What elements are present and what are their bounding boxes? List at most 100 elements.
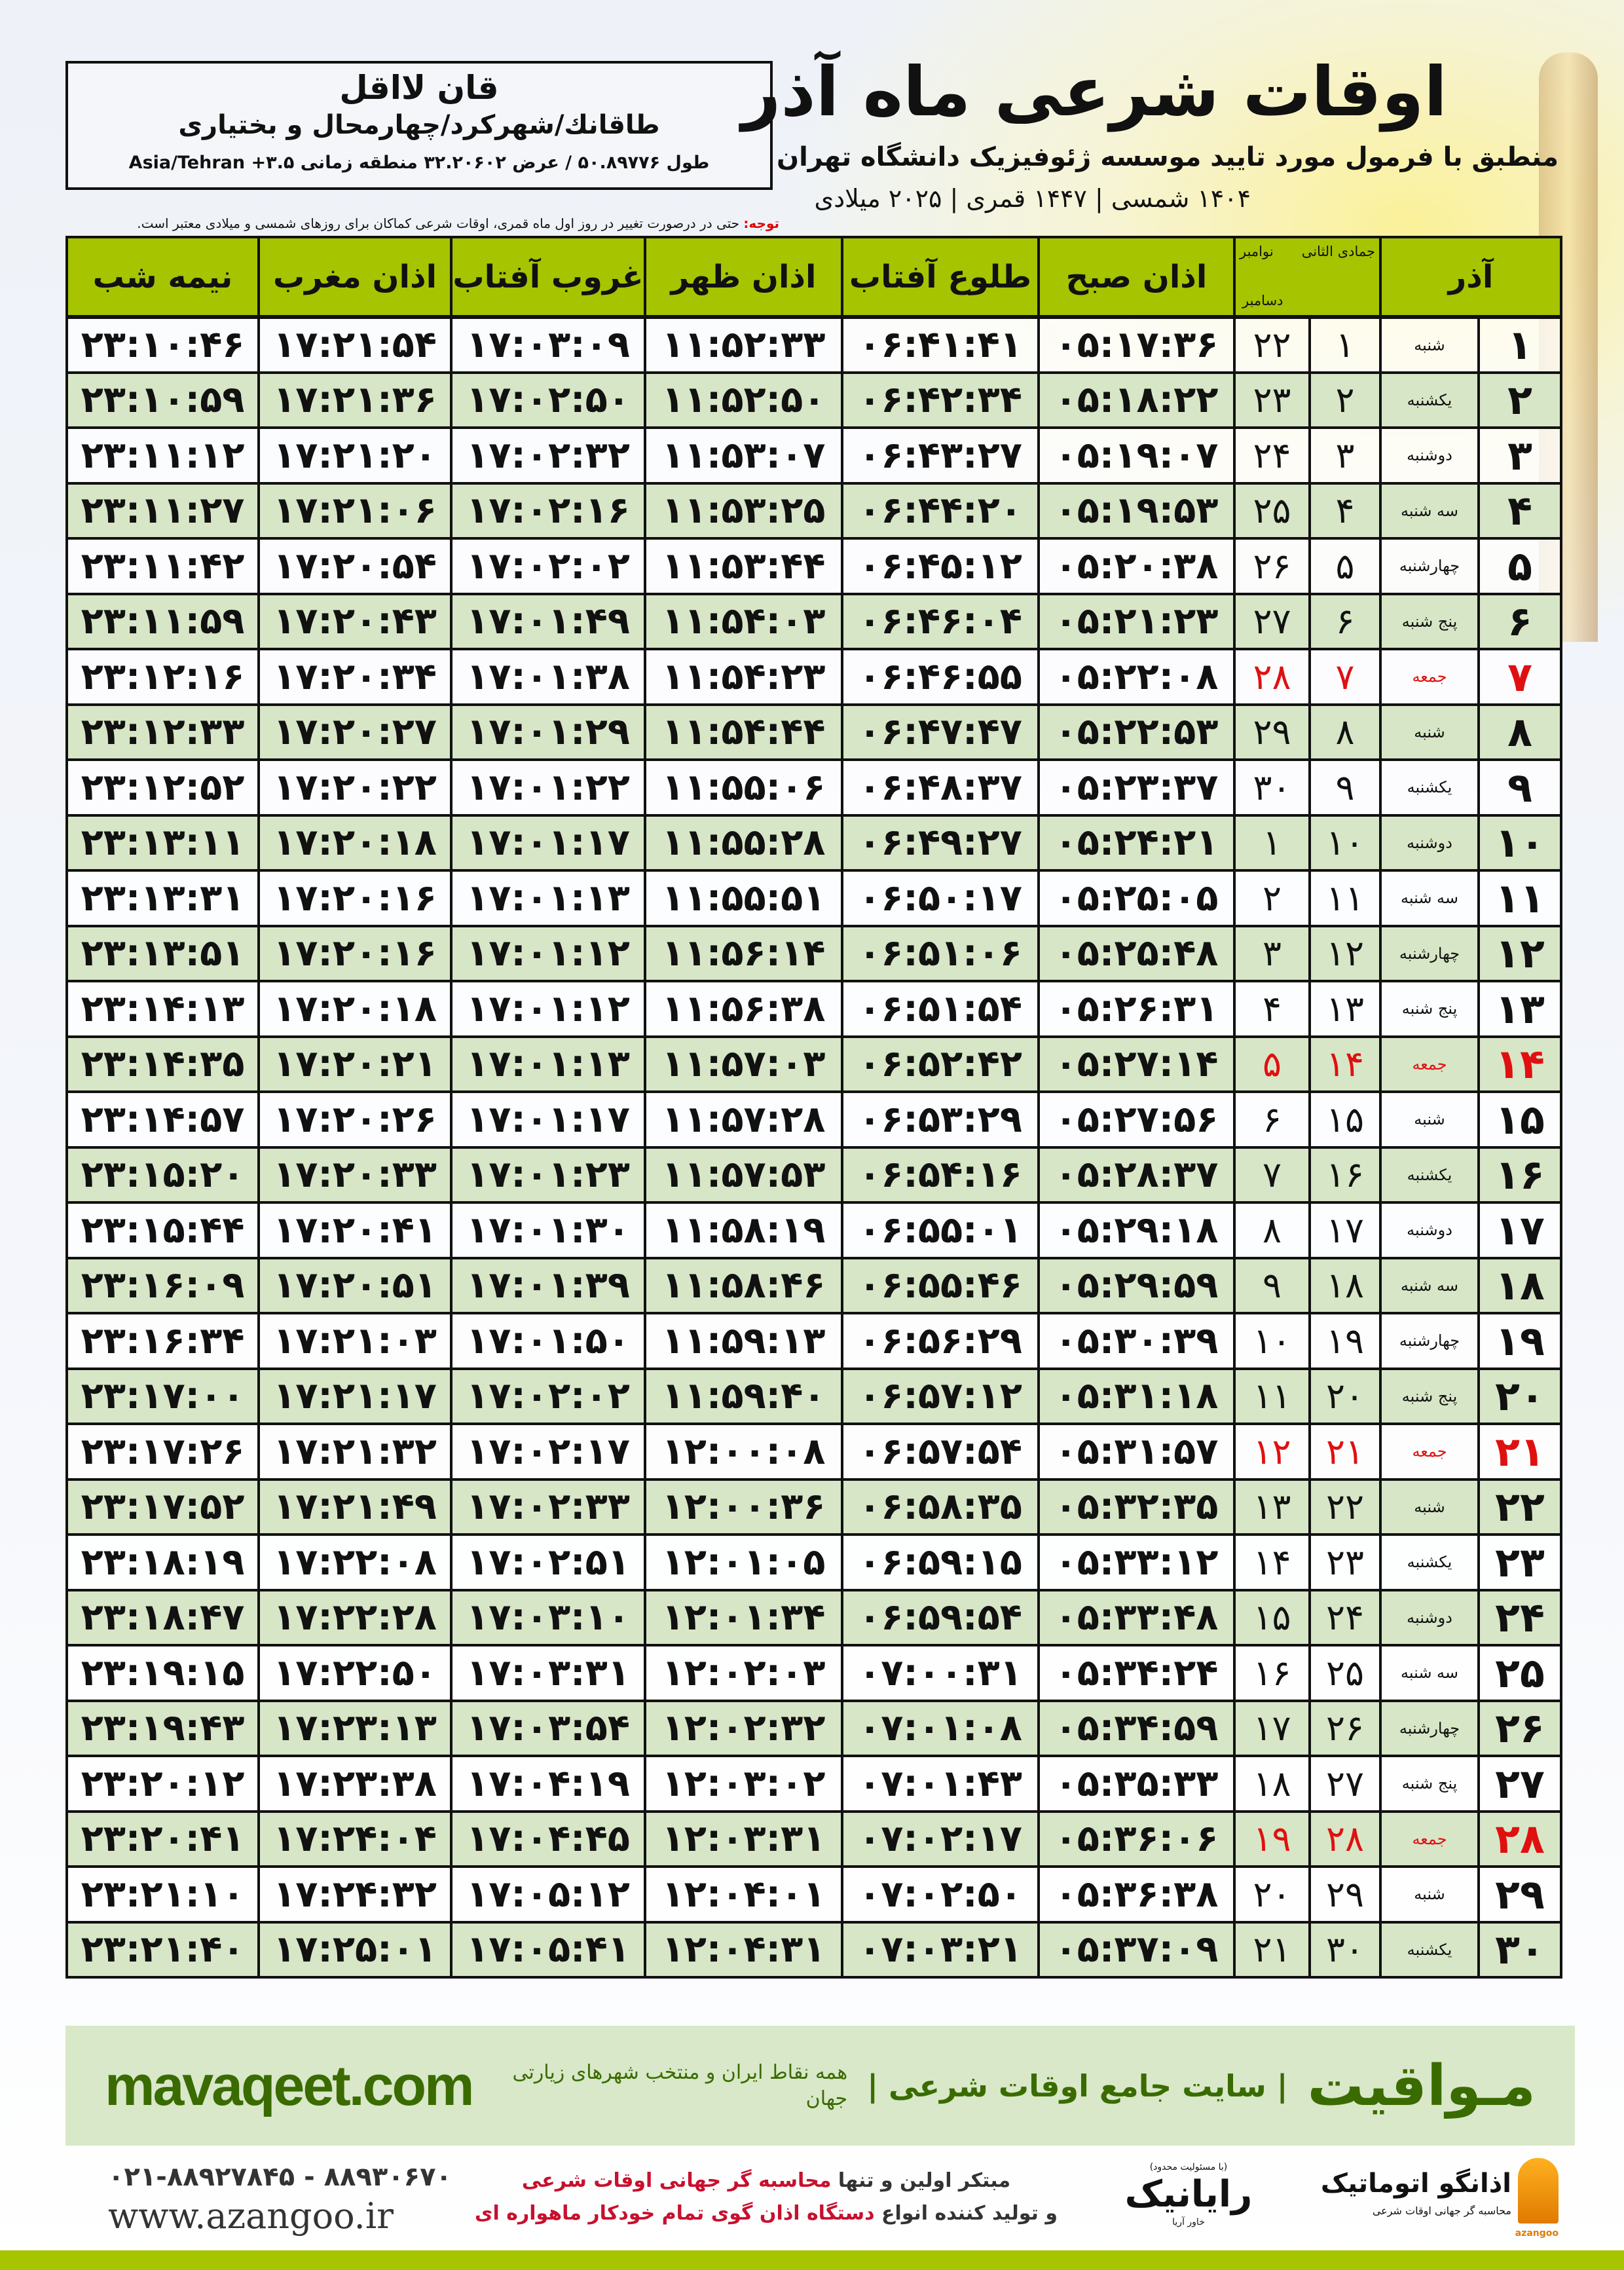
table-row: ۱۱ سه شنبه ۱۱ ۲ ۰۵:۲۵:۰۵ ۰۶:۵۰:۱۷ ۱۱:۵۵:۵۱ ۱۷:۰… xyxy=(65,869,1563,927)
page-title: اوقات شرعی ماه آذر xyxy=(741,52,1449,132)
cell-maghrib: ۱۷:۲۰:۲۷ xyxy=(257,703,452,761)
cell-day: ۶ xyxy=(1477,592,1563,650)
cell-day: ۷ xyxy=(1477,648,1563,706)
cell-day: ۲۸ xyxy=(1477,1810,1563,1868)
cell-weekday: جمعه xyxy=(1379,1810,1481,1868)
cell-maghrib: ۱۷:۲۳:۱۳ xyxy=(257,1699,452,1757)
cell-weekday: پنج شنبه xyxy=(1379,592,1481,650)
table-row: ۴ سه شنبه ۴ ۲۵ ۰۵:۱۹:۵۳ ۰۶:۴۴:۲۰ ۱۱:۵۳:۲۵ ۱۷:۰۲… xyxy=(65,481,1563,540)
cell-sunrise: ۰۶:۴۲:۳۴ xyxy=(841,371,1040,429)
cell-maghrib: ۱۷:۲۰:۵۴ xyxy=(257,537,452,595)
table-row: ۲۶ چهارشنبه ۲۶ ۱۷ ۰۵:۳۴:۵۹ ۰۷:۰۱:۰۸ ۱۲:۰۲:۳۲ ۱۷… xyxy=(65,1699,1563,1757)
cell-sunrise: ۰۷:۰۲:۵۰ xyxy=(841,1865,1040,1924)
cell-weekday: چهارشنبه xyxy=(1379,1312,1481,1370)
banner-tagline: | سایت جامع اوقات شرعی | xyxy=(867,2068,1288,2104)
table-row: ۱۳ پنج شنبه ۱۳ ۴ ۰۵:۲۶:۳۱ ۰۶:۵۱:۵۴ ۱۱:۵۶:۳۸ ۱۷:… xyxy=(65,980,1563,1038)
cell-sunset: ۱۷:۰۱:۳۸ xyxy=(450,648,646,706)
cell-sunset: ۱۷:۰۱:۱۲ xyxy=(450,980,646,1038)
cell-greg: ۱۵ xyxy=(1232,1588,1312,1647)
azangoo-website[interactable]: www.azangoo.ir xyxy=(108,2195,394,2237)
cell-midnight: ۲۳:۱۱:۲۷ xyxy=(65,481,260,540)
cell-sunrise: ۰۶:۵۹:۱۵ xyxy=(841,1533,1040,1591)
cell-weekday: شنبه xyxy=(1379,703,1481,761)
cell-maghrib: ۱۷:۲۴:۰۴ xyxy=(257,1810,452,1868)
location-path: طاقانك/شهركرد/چهارمحال و بختیاری xyxy=(178,110,660,140)
cell-dhuhr: ۱۲:۰۴:۳۱ xyxy=(644,1920,843,1979)
cell-day: ۲ xyxy=(1477,371,1563,429)
cell-weekday: دوشنبه xyxy=(1379,813,1481,872)
header-maghrib: اذان مغرب xyxy=(257,237,451,319)
table-row: ۵ چهارشنبه ۵ ۲۶ ۰۵:۲۰:۳۸ ۰۶:۴۵:۱۲ ۱۱:۵۳:۴۴ ۱۷:۰… xyxy=(65,537,1563,595)
cell-maghrib: ۱۷:۲۱:۴۹ xyxy=(257,1478,452,1536)
table-row: ۲۲ شنبه ۲۲ ۱۳ ۰۵:۳۲:۳۵ ۰۶:۵۸:۳۵ ۱۲:۰۰:۳۶ ۱۷:۰۲:… xyxy=(65,1478,1563,1536)
cell-midnight: ۲۳:۱۵:۴۴ xyxy=(65,1201,260,1259)
cell-hijri: ۹ xyxy=(1308,758,1382,817)
cell-fajr: ۰۵:۳۲:۳۵ xyxy=(1037,1478,1236,1536)
cell-sunset: ۱۷:۰۱:۲۳ xyxy=(450,1145,646,1204)
prayer-times-table: آذر جمادی الثانی نوامبر دسامبر اذان صبح ط… xyxy=(65,236,1563,1979)
cell-dhuhr: ۱۱:۵۹:۴۰ xyxy=(644,1367,843,1425)
cell-hijri: ۱۸ xyxy=(1308,1256,1382,1314)
note: توجه: حتی در درصورت تغییر در روز اول ماه… xyxy=(65,215,779,232)
cell-dhuhr: ۱۲:۰۱:۳۴ xyxy=(644,1588,843,1647)
cell-hijri: ۱۴ xyxy=(1308,1035,1382,1093)
cell-hijri: ۲۴ xyxy=(1308,1588,1382,1647)
cell-fajr: ۰۵:۲۵:۰۵ xyxy=(1037,869,1236,927)
cell-fajr: ۰۵:۲۳:۳۷ xyxy=(1037,758,1236,817)
cell-dhuhr: ۱۱:۵۹:۱۳ xyxy=(644,1312,843,1370)
cell-dhuhr: ۱۱:۵۳:۰۷ xyxy=(644,426,843,485)
header-greg-month-1: نوامبر xyxy=(1240,244,1274,259)
cell-greg: ۲۸ xyxy=(1232,648,1312,706)
cell-greg: ۲۹ xyxy=(1232,703,1312,761)
cell-maghrib: ۱۷:۲۰:۲۲ xyxy=(257,758,452,817)
cell-dhuhr: ۱۲:۰۰:۰۸ xyxy=(644,1423,843,1481)
cell-greg: ۱ xyxy=(1232,813,1312,872)
cell-maghrib: ۱۷:۲۴:۳۲ xyxy=(257,1865,452,1924)
cell-day: ۲۶ xyxy=(1477,1699,1563,1757)
cell-weekday: یکشنبه xyxy=(1379,371,1481,429)
cell-maghrib: ۱۷:۲۰:۳۳ xyxy=(257,1145,452,1204)
cell-fajr: ۰۵:۲۹:۵۹ xyxy=(1037,1256,1236,1314)
cell-hijri: ۵ xyxy=(1308,537,1382,595)
cell-greg: ۹ xyxy=(1232,1256,1312,1314)
cell-weekday: دوشنبه xyxy=(1379,1201,1481,1259)
cell-sunrise: ۰۶:۴۶:۵۵ xyxy=(841,648,1040,706)
site-url[interactable]: mavaqeet.com xyxy=(105,2054,475,2117)
cell-day: ۲۵ xyxy=(1477,1644,1563,1702)
cell-sunset: ۱۷:۰۳:۳۱ xyxy=(450,1644,646,1702)
table-row: ۱ شنبه ۱ ۲۲ ۰۵:۱۷:۳۶ ۰۶:۴۱:۴۱ ۱۱:۵۲:۳۳ ۱۷:۰۳:۰۹… xyxy=(65,316,1563,374)
cell-day: ۱۴ xyxy=(1477,1035,1563,1093)
azangoo-en: azangoo xyxy=(1515,2228,1559,2239)
cell-hijri: ۲۷ xyxy=(1308,1755,1382,1813)
cell-sunset: ۱۷:۰۲:۳۲ xyxy=(450,426,646,485)
cell-greg: ۱۰ xyxy=(1232,1312,1312,1370)
table-row: ۸ شنبه ۸ ۲۹ ۰۵:۲۲:۵۳ ۰۶:۴۷:۴۷ ۱۱:۵۴:۴۴ ۱۷:۰۱:۲۹… xyxy=(65,703,1563,761)
cell-fajr: ۰۵:۳۷:۰۹ xyxy=(1037,1920,1236,1979)
cell-hijri: ۲۸ xyxy=(1308,1810,1382,1868)
cell-maghrib: ۱۷:۲۱:۱۷ xyxy=(257,1367,452,1425)
cell-maghrib: ۱۷:۲۱:۳۲ xyxy=(257,1423,452,1481)
cell-midnight: ۲۳:۱۹:۴۳ xyxy=(65,1699,260,1757)
header-sunset: غروب آفتاب xyxy=(450,237,645,319)
promo-line2-b: دستگاه اذان گوی تمام خودکار ماهواره ای xyxy=(475,2202,875,2225)
cell-sunset: ۱۷:۰۲:۰۲ xyxy=(450,1367,646,1425)
cell-midnight: ۲۳:۱۳:۵۱ xyxy=(65,924,260,982)
cell-hijri: ۲۰ xyxy=(1308,1367,1382,1425)
cell-greg: ۱۸ xyxy=(1232,1755,1312,1813)
cell-midnight: ۲۳:۱۴:۱۳ xyxy=(65,980,260,1038)
cell-sunrise: ۰۶:۵۳:۲۹ xyxy=(841,1090,1040,1149)
cell-dhuhr: ۱۱:۵۲:۳۳ xyxy=(644,316,843,374)
cell-day: ۴ xyxy=(1477,481,1563,540)
location-coords: طول ۵۰.۸۹۷۷۶ / عرض ۳۲.۲۰۶۰۲ منطقه زمانی … xyxy=(128,153,710,173)
cell-sunset: ۱۷:۰۴:۴۵ xyxy=(450,1810,646,1868)
cell-hijri: ۶ xyxy=(1308,592,1382,650)
village-name: قان لااقل xyxy=(339,69,499,107)
cell-weekday: یکشنبه xyxy=(1379,1920,1481,1979)
header-midnight: نیمه شب xyxy=(65,237,259,319)
bottom-bar xyxy=(0,2250,1624,2270)
cell-sunset: ۱۷:۰۱:۱۲ xyxy=(450,924,646,982)
cell-sunset: ۱۷:۰۳:۵۴ xyxy=(450,1699,646,1757)
cell-dhuhr: ۱۱:۵۷:۲۸ xyxy=(644,1090,843,1149)
header-months: جمادی الثانی نوامبر دسامبر xyxy=(1232,237,1381,319)
cell-sunset: ۱۷:۰۱:۱۳ xyxy=(450,1035,646,1093)
